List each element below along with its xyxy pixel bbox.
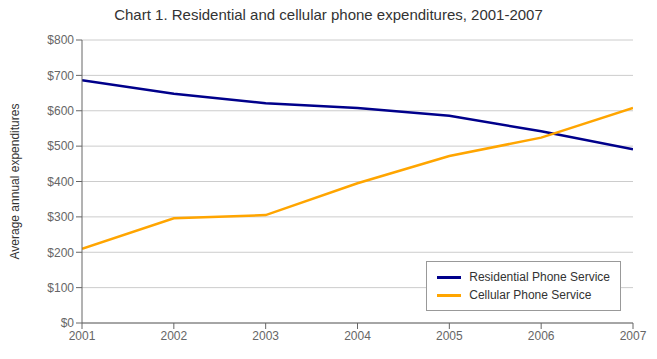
svg-text:Average annual expenditures: Average annual expenditures [8, 104, 22, 260]
svg-text:$300: $300 [47, 210, 74, 224]
svg-text:$100: $100 [47, 281, 74, 295]
svg-text:2007: 2007 [620, 329, 647, 343]
html-text:Cellular Phone Service: Cellular Phone Service [469, 288, 592, 302]
svg-text:$600: $600 [47, 104, 74, 118]
svg-text:$800: $800 [47, 33, 74, 47]
svg-text:$200: $200 [47, 246, 74, 260]
html-text:Residential Phone Service: Residential Phone Service [469, 270, 610, 284]
svg-text:$700: $700 [47, 69, 74, 83]
svg-text:$500: $500 [47, 139, 74, 153]
svg-text:2004: 2004 [344, 329, 371, 343]
svg-text:2006: 2006 [528, 329, 555, 343]
svg-text:2005: 2005 [436, 329, 463, 343]
svg-text:2001: 2001 [69, 329, 96, 343]
svg-text:2002: 2002 [160, 329, 187, 343]
svg-text:$0: $0 [61, 316, 75, 330]
svg-text:2003: 2003 [252, 329, 279, 343]
svg-text:$400: $400 [47, 175, 74, 189]
html-text:Chart 1. Residential and cellu: Chart 1. Residential and cellular phone … [114, 6, 543, 23]
